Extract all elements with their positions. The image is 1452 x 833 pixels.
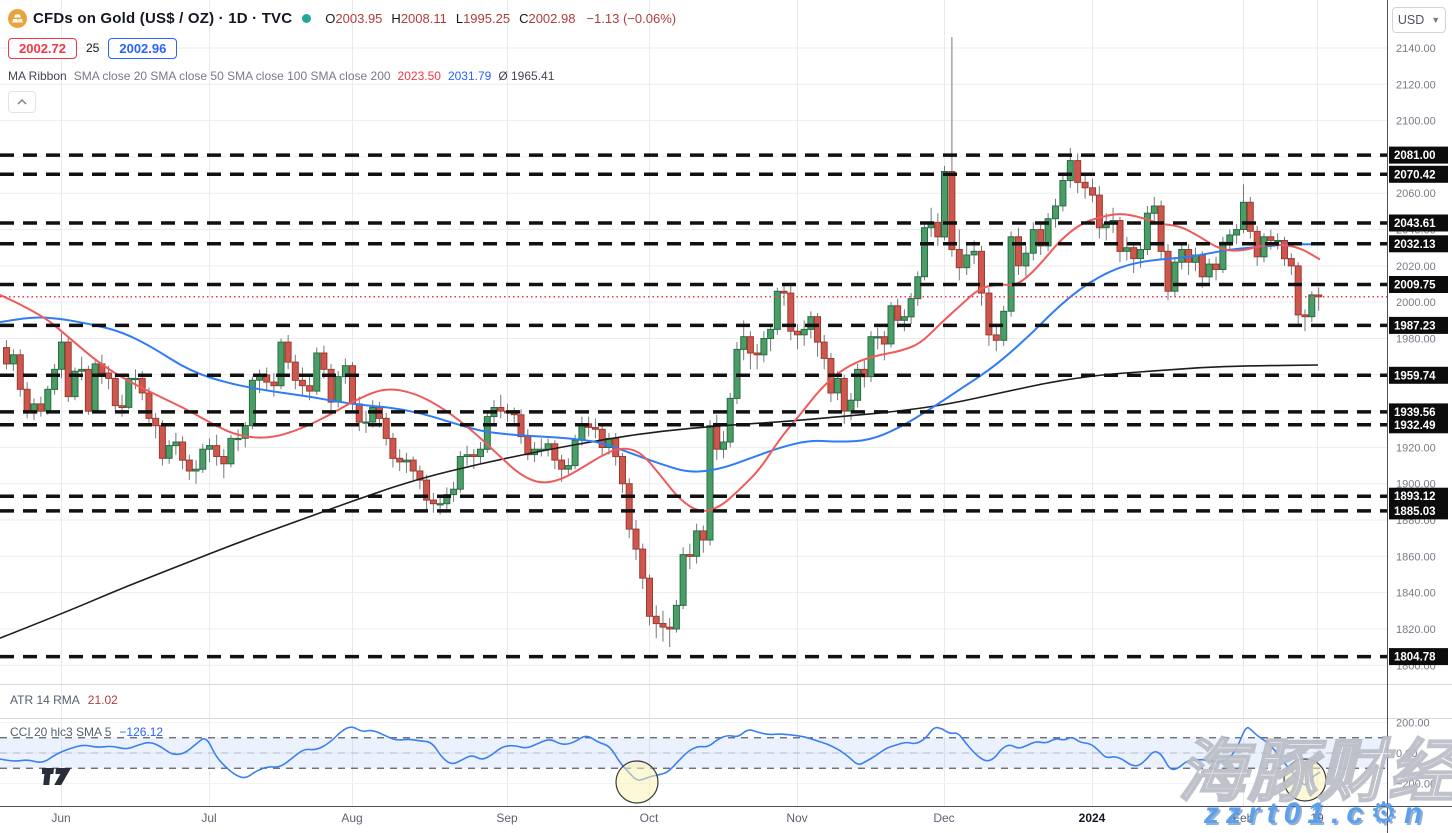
sma200-average-value: Ø 1965.41 xyxy=(498,69,555,83)
time-axis[interactable]: Jun Jul Aug Sep Oct Nov Dec 2024 Feb 19 xyxy=(51,811,1324,825)
sma200-line xyxy=(0,364,1319,639)
cci-pane[interactable] xyxy=(0,726,1387,786)
sma20-line xyxy=(0,213,1321,512)
price-axis[interactable]: 2140.002120.002100.002080.002060.002040.… xyxy=(1389,43,1448,791)
time-tick-label: 19 xyxy=(1310,811,1324,825)
time-tick-label: Jun xyxy=(51,811,70,825)
svg-text:1804.78: 1804.78 xyxy=(1394,652,1436,664)
price-tick-label: 2100.00 xyxy=(1396,116,1436,128)
cci-label: CCI 20 hlc3 SMA 5 xyxy=(10,725,112,739)
ma-ribbon-legend[interactable]: MA Ribbon SMA close 20 SMA close 50 SMA … xyxy=(8,69,676,83)
sma20-value: 2023.50 xyxy=(397,69,441,83)
cci-value: −126.12 xyxy=(119,725,164,739)
price-level-label xyxy=(1389,214,1448,232)
highlight-circle-annotation[interactable] xyxy=(1283,758,1327,802)
price-tick-label: 1920.00 xyxy=(1396,442,1436,454)
price-tick-label: 1860.00 xyxy=(1396,551,1436,563)
price-level-label xyxy=(1389,316,1448,334)
ohlc-values: O2003.95 H2008.11 L1995.25 C2002.98 −1.1… xyxy=(325,10,677,26)
price-tick-label: 2000.00 xyxy=(1396,297,1436,309)
price-change: −1.13 (−0.06%) xyxy=(586,10,677,26)
svg-text:1959.74: 1959.74 xyxy=(1394,370,1436,382)
price-tick-label: 2140.00 xyxy=(1396,43,1436,55)
svg-text:2043.61: 2043.61 xyxy=(1394,218,1436,230)
price-tick-label: 1820.00 xyxy=(1396,624,1436,636)
svg-text:2081.00: 2081.00 xyxy=(1394,150,1436,162)
time-tick-label: Nov xyxy=(786,811,807,825)
market-status-icon[interactable] xyxy=(302,13,312,23)
price-tick-label: 1980.00 xyxy=(1396,333,1436,345)
cci-tick-label: −200.00 xyxy=(1396,779,1436,791)
collapse-legend-button[interactable] xyxy=(8,91,36,113)
ma-ribbon-params: SMA close 20 SMA close 50 SMA close 100 … xyxy=(73,69,391,83)
svg-text:1939.56: 1939.56 xyxy=(1394,407,1436,419)
svg-text:1885.03: 1885.03 xyxy=(1394,506,1436,518)
chevron-down-icon: ▼ xyxy=(1431,15,1441,25)
price-tick-label: 2120.00 xyxy=(1396,79,1436,91)
gridlines xyxy=(0,0,1387,806)
currency-dropdown[interactable]: USD ▼ xyxy=(1392,7,1446,33)
price-tick-label: 1840.00 xyxy=(1396,588,1436,600)
price-level-label xyxy=(1389,276,1448,293)
tradingview-logo-icon[interactable] xyxy=(41,768,72,791)
cci-tick-label: 200.00 xyxy=(1396,718,1430,730)
time-tick-label: 2024 xyxy=(1079,811,1106,825)
sma50-line xyxy=(0,243,1319,473)
price-level-label xyxy=(1389,487,1448,505)
svg-text:2009.75: 2009.75 xyxy=(1394,279,1436,291)
price-level-label xyxy=(1389,146,1448,164)
chart-legend: CFDs on Gold (US$ / OZ) · 1D · TVC O2003… xyxy=(8,6,676,113)
price-level-label xyxy=(1389,403,1448,421)
price-level-label xyxy=(1389,416,1448,434)
price-tick-label: 2060.00 xyxy=(1396,188,1436,200)
gold-symbol-icon xyxy=(8,8,27,28)
time-tick-label: Feb xyxy=(1233,811,1254,825)
price-level-label xyxy=(1389,648,1448,666)
svg-text:2070.42: 2070.42 xyxy=(1394,169,1436,181)
svg-text:1987.23: 1987.23 xyxy=(1394,320,1436,332)
horizontal-level-lines[interactable] xyxy=(0,153,1387,659)
currency-label: USD xyxy=(1397,13,1425,27)
price-tick-label: 2020.00 xyxy=(1396,261,1436,273)
sma50-value: 2031.79 xyxy=(447,69,492,83)
price-level-label xyxy=(1389,165,1448,183)
symbol-title[interactable]: CFDs on Gold (US$ / OZ) · 1D · TVC xyxy=(33,9,293,27)
atr-indicator-legend[interactable]: ATR 14 RMA 21.02 xyxy=(10,693,118,707)
atr-value: 21.02 xyxy=(87,693,118,707)
cci-line xyxy=(0,726,1321,786)
time-tick-label: Jul xyxy=(201,811,216,825)
chevron-up-icon xyxy=(17,99,27,105)
price-level-label xyxy=(1389,502,1448,520)
price-level-label xyxy=(1389,235,1448,253)
spread-value: 25 xyxy=(86,41,100,55)
cci-indicator-legend[interactable]: CCI 20 hlc3 SMA 5 −126.12 xyxy=(10,725,163,739)
time-tick-label: Aug xyxy=(341,811,362,825)
sell-price-button[interactable]: 2002.72 xyxy=(8,37,77,59)
atr-label: ATR 14 RMA xyxy=(10,693,80,707)
time-tick-label: Dec xyxy=(933,811,954,825)
buy-price-button[interactable]: 2002.96 xyxy=(108,37,178,59)
ma-ribbon-name: MA Ribbon xyxy=(8,69,67,83)
highlight-circle-annotation[interactable] xyxy=(615,760,659,804)
time-tick-label: Oct xyxy=(640,811,659,825)
time-tick-label: Sep xyxy=(496,811,518,825)
candlestick-series[interactable] xyxy=(3,37,1323,648)
cci-tick-label: 0.00 xyxy=(1396,748,1417,760)
svg-text:1932.49: 1932.49 xyxy=(1394,420,1436,432)
svg-text:1893.12: 1893.12 xyxy=(1394,491,1436,503)
svg-text:2032.13: 2032.13 xyxy=(1394,239,1436,251)
price-level-label xyxy=(1389,366,1448,384)
